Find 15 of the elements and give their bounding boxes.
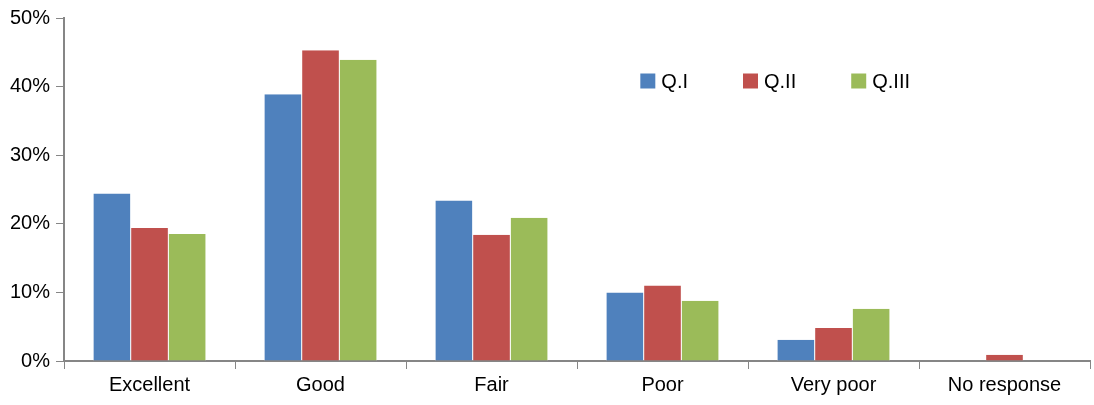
y-tick-label: 0% xyxy=(21,348,51,371)
y-tick-label: 20% xyxy=(10,211,51,234)
x-tick-label: Good xyxy=(296,372,345,395)
legend-label: Q.II xyxy=(763,69,797,92)
y-tick-label: 40% xyxy=(10,74,51,97)
x-tick-label: No response xyxy=(947,372,1062,395)
legend-label: Q.I xyxy=(661,69,688,92)
legend-label: Q.III xyxy=(872,69,911,92)
y-tick-label: 50% xyxy=(10,5,51,28)
y-tick-label: 10% xyxy=(10,279,51,302)
x-tick-label: Very poor xyxy=(790,372,877,395)
x-tick-label: Excellent xyxy=(108,372,191,395)
x-tick-label: Fair xyxy=(474,372,510,395)
y-tick-label: 30% xyxy=(10,142,51,165)
x-tick-label: Poor xyxy=(641,372,684,395)
